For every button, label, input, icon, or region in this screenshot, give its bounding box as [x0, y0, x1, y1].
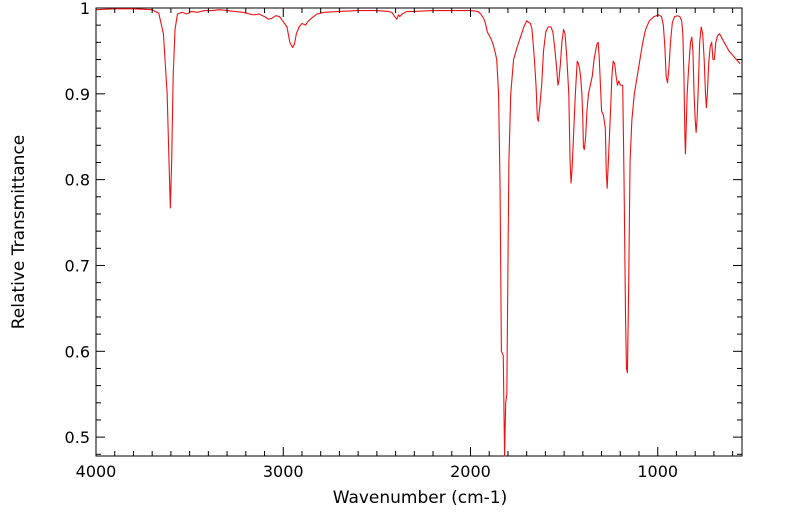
- y-axis-label: Relative Transmittance: [9, 135, 29, 330]
- x-axis-label: Wavenumber (cm-1): [333, 488, 508, 508]
- spectrum-line-1: [95, 8, 741, 457]
- x-tick-label: 3000: [263, 462, 304, 481]
- y-tick-label: 0.9: [65, 85, 90, 104]
- y-tick-label: 0.7: [65, 256, 90, 275]
- x-tick-label: 4000: [76, 462, 117, 481]
- y-tick-label: 0.5: [65, 428, 90, 447]
- y-tick-label: 0.6: [65, 342, 90, 361]
- x-tick-label: 2000: [450, 462, 491, 481]
- plot-frame: [95, 7, 743, 457]
- y-tick-label: 1: [80, 0, 90, 18]
- plot-area: 4000 3000 2000 1000 0.5 0.6 0.7 0.8 0.9 1: [65, 0, 743, 481]
- x-tick-label: 1000: [637, 462, 678, 481]
- y-tick-label: 0.8: [65, 171, 90, 190]
